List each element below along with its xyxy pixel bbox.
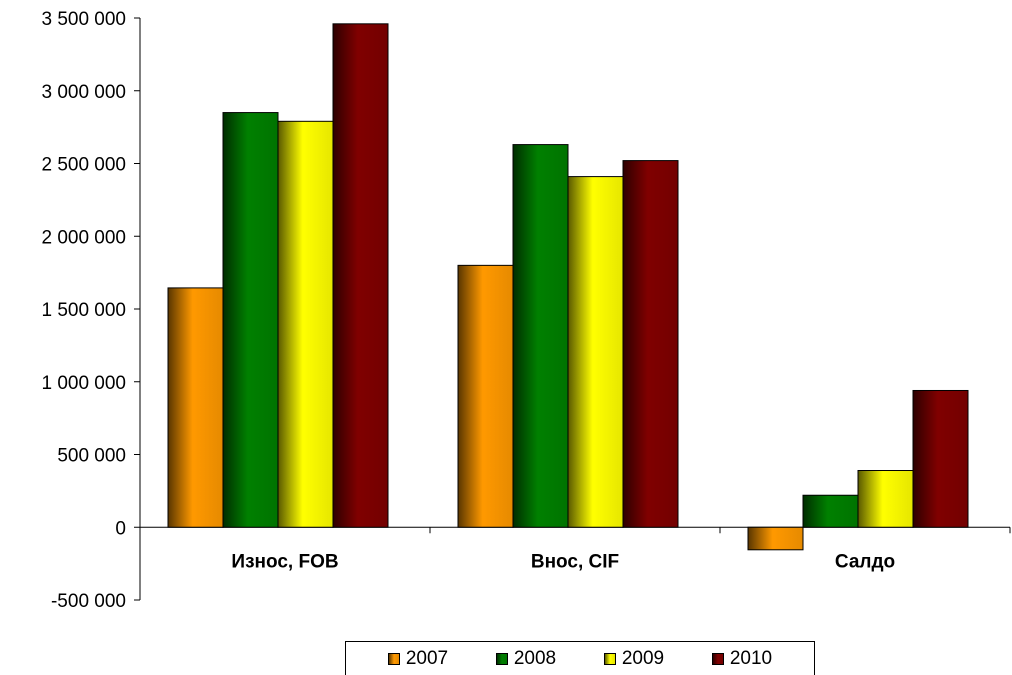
bars bbox=[167, 23, 969, 551]
y-tick-label: 1 000 000 bbox=[41, 373, 126, 394]
category-label: Износ, FOB bbox=[231, 551, 338, 572]
bar-2009 bbox=[277, 120, 334, 528]
bar-2008 bbox=[802, 494, 859, 528]
legend-item: 2008 bbox=[495, 647, 557, 670]
y-tick-label: 2 500 000 bbox=[41, 155, 126, 176]
bar-2010 bbox=[332, 23, 389, 528]
bar-2009 bbox=[567, 176, 624, 528]
y-tick-label: 2 000 000 bbox=[41, 227, 126, 248]
y-tick-label: 1 500 000 bbox=[41, 300, 126, 321]
legend-label: 2010 bbox=[729, 647, 773, 669]
legend-item: 2010 bbox=[711, 647, 773, 670]
bar-2009 bbox=[857, 470, 914, 528]
y-tick-label: 500 000 bbox=[57, 446, 126, 467]
bar-2010 bbox=[912, 389, 969, 528]
category-label: Салдо bbox=[835, 551, 895, 572]
legend-swatch bbox=[603, 652, 616, 665]
legend-swatch bbox=[495, 652, 508, 665]
bar-2008 bbox=[222, 112, 279, 528]
legend-label: 2007 bbox=[405, 647, 449, 669]
legend-swatch bbox=[387, 652, 400, 665]
bar-2007 bbox=[747, 526, 804, 551]
y-tick-label: 0 bbox=[115, 518, 126, 539]
legend-label: 2008 bbox=[513, 647, 557, 669]
labels: 3 500 000 3 000 000 2 500 000 2 000 000 1 50… bbox=[41, 9, 895, 612]
category-label: Внос, CIF bbox=[531, 551, 619, 572]
legend-item: 2009 bbox=[603, 647, 665, 670]
legend-swatch bbox=[711, 652, 724, 665]
bar-2007 bbox=[167, 287, 224, 528]
y-tick-label: 3 000 000 bbox=[41, 82, 126, 103]
legend-label: 2009 bbox=[621, 647, 665, 669]
bar-2008 bbox=[512, 144, 569, 528]
y-tick-label: 3 500 000 bbox=[41, 9, 126, 30]
legend-item: 2007 bbox=[387, 647, 449, 670]
bar-2007 bbox=[457, 264, 514, 528]
legend: 2007 2008 2009 2010 bbox=[345, 641, 815, 675]
bar-2010 bbox=[622, 160, 679, 528]
y-tick-label: -500 000 bbox=[51, 591, 126, 612]
